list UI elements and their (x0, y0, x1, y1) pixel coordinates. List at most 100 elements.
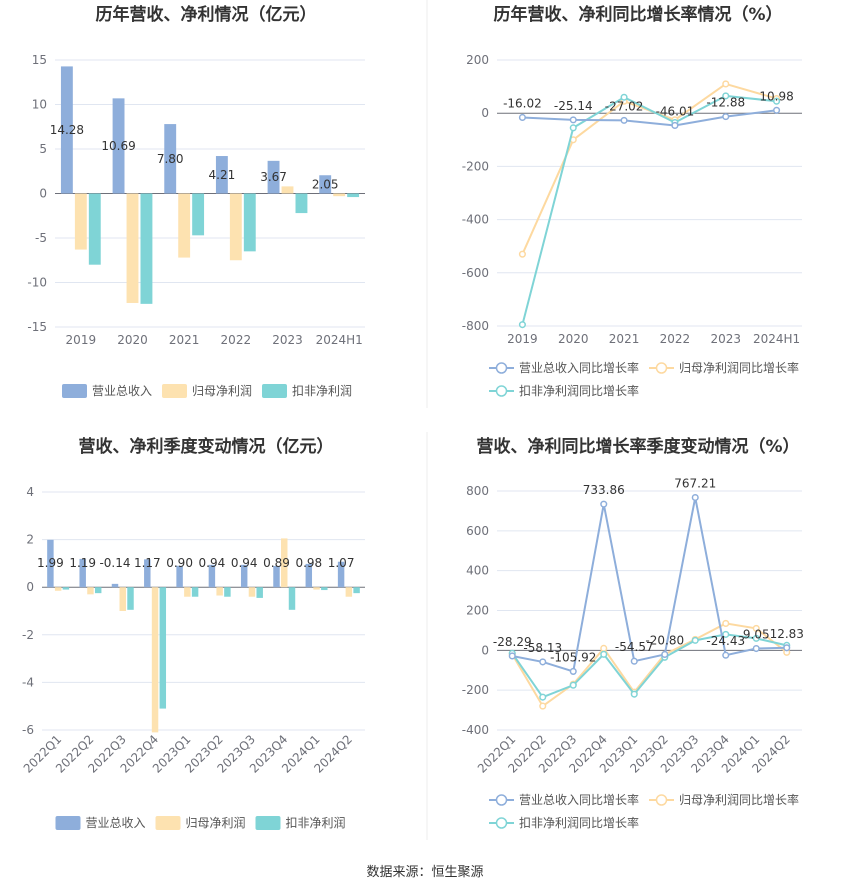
data-label: 9.05 (743, 628, 770, 642)
series-line (511, 633, 787, 699)
bar-net-profit (184, 587, 191, 597)
bar-revenue (273, 566, 280, 588)
data-point (569, 667, 577, 675)
bar-revenue (164, 124, 177, 194)
chart-title: 历年营收、净利同比增长率情况（%） (493, 4, 782, 25)
y-tick-label: 200 (466, 53, 489, 67)
data-label: -28.29 (493, 635, 532, 649)
data-point (722, 651, 730, 659)
legend-swatch (262, 384, 287, 398)
bar-deducted-profit (94, 587, 102, 594)
data-label: 10.69 (101, 139, 135, 153)
data-label: -46.01 (656, 104, 695, 118)
bar-revenue (305, 563, 313, 588)
bar-deducted-profit (288, 587, 296, 610)
legend-label: 归母净利润 (192, 384, 252, 398)
quarterly-growth-rate-chart: 营收、净利同比增长率季度变动情况（%） 800 600 400 200 0 -200 -40… (462, 436, 804, 830)
data-point (539, 702, 547, 710)
bar-revenue (111, 583, 119, 588)
legend-swatch (255, 816, 281, 830)
bar-deducted-profit (321, 587, 328, 591)
y-tick-label: 800 (466, 484, 489, 498)
bar-net-profit (281, 538, 288, 588)
data-point (783, 644, 791, 652)
data-point (518, 113, 526, 122)
annual-growth-rate-chart: 历年营收、净利同比增长率情况（%） 200 0 -200 -400 -600 -800 20… (462, 4, 802, 398)
legend-swatch (162, 384, 187, 398)
legend-label: 归母净利润同比增长率 (679, 792, 799, 807)
data-point (722, 92, 730, 100)
data-label: -25.14 (554, 99, 593, 113)
series-line (522, 109, 777, 127)
data-label: 0.94 (199, 556, 226, 570)
legend-label: 扣非净利润同比增长率 (519, 383, 639, 398)
bar-net-profit (119, 587, 126, 611)
bar-deducted-profit (62, 587, 70, 590)
data-label: 12.83 (770, 627, 804, 641)
y-tick-label: 0 (481, 643, 489, 657)
y-tick-label: 600 (466, 524, 489, 538)
data-point (518, 250, 526, 258)
x-tick-label: 2022 (660, 332, 691, 346)
x-tick-label: 2022 (221, 333, 252, 347)
legend-marker (495, 385, 508, 397)
legend-marker (495, 794, 508, 806)
data-label: -24.43 (706, 634, 745, 648)
bar-revenue (208, 564, 216, 588)
data-point (600, 500, 608, 508)
data-label: 767.21 (674, 477, 716, 491)
legend-marker (655, 362, 668, 374)
bar-net-profit (54, 587, 62, 591)
y-tick-label: 15 (32, 53, 47, 67)
bar-net-profit (281, 186, 294, 194)
data-point (722, 80, 730, 88)
bar-deducted-profit (140, 193, 153, 304)
bar-revenue (337, 561, 345, 588)
bar-net-profit (313, 587, 320, 590)
y-tick-label: -800 (462, 319, 489, 333)
data-label: -27.02 (605, 99, 644, 113)
bar-deducted-profit (88, 193, 101, 265)
bar-net-profit (74, 193, 87, 250)
y-tick-label: 0 (39, 187, 47, 201)
legend-marker (655, 794, 668, 806)
legend-swatch (62, 384, 87, 398)
bar-revenue (60, 66, 73, 194)
legend-marker (495, 362, 508, 374)
legend-label: 营业总收入同比增长率 (519, 792, 639, 807)
legend-label: 扣非净利润 (292, 384, 352, 398)
data-point (722, 619, 730, 627)
data-point (773, 97, 781, 105)
bar-deducted-profit (127, 587, 134, 610)
data-point (569, 116, 577, 124)
series-line (511, 622, 788, 708)
data-label: 3.67 (260, 170, 287, 184)
data-point (518, 321, 526, 329)
y-tick-label: 4 (26, 485, 34, 499)
bar-net-profit (178, 193, 191, 258)
bar-deducted-profit (191, 587, 199, 597)
bar-revenue (267, 160, 280, 194)
x-tick-label: 2019 (66, 333, 97, 347)
series-line (521, 94, 777, 325)
data-label: -16.02 (503, 96, 542, 110)
data-point (600, 650, 608, 658)
legend-label: 扣非净利润同比增长率 (519, 815, 639, 830)
legend-label: 营业总收入 (86, 816, 146, 830)
data-point (691, 493, 699, 502)
data-label: -54.57 (615, 640, 654, 654)
data-point (630, 690, 638, 698)
data-label: 1.99 (37, 556, 64, 570)
chart-title: 历年营收、净利情况（亿元） (96, 4, 317, 25)
data-label: -0.14 (99, 556, 130, 570)
bar-revenue (215, 156, 228, 194)
y-tick-label: -200 (462, 683, 489, 697)
data-label: 733.86 (583, 483, 625, 497)
series-line (512, 497, 787, 673)
bar-revenue (240, 564, 248, 588)
data-label: -58.13 (523, 641, 562, 655)
x-tick-label: 2019 (507, 332, 538, 346)
x-tick-label: 2020 (558, 332, 589, 346)
data-point (752, 624, 760, 632)
